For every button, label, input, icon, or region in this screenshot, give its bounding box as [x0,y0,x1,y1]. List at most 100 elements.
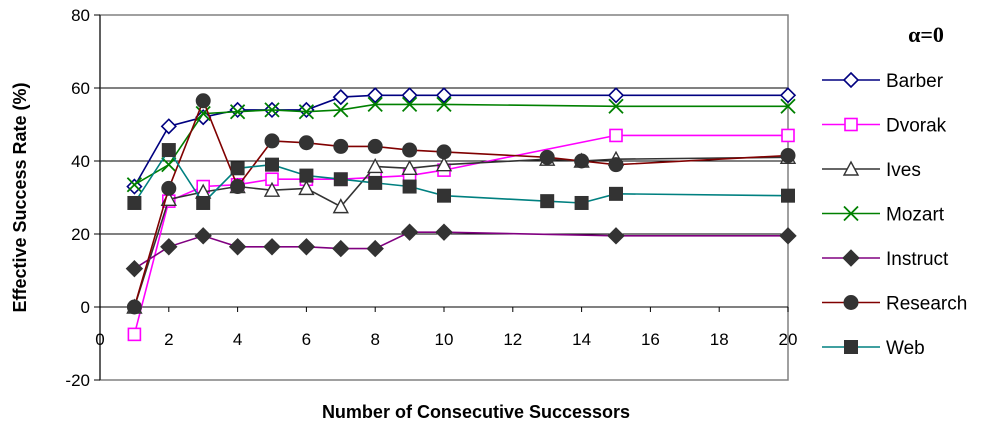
legend-item-web: Web [822,338,925,359]
data-point-barber [435,87,453,104]
series-web [127,143,795,210]
data-point-web [781,188,795,203]
data-point-mozart [264,102,280,118]
y-tick-label: -20 [65,371,90,390]
data-point-barber [607,87,625,104]
data-point-research [264,133,280,149]
data-point-instruct [607,227,625,245]
x-tick-label: 16 [641,330,660,349]
x-tick-label: 0 [95,330,104,349]
data-point-mozart [229,104,246,120]
y-tick-label: 40 [71,152,90,171]
series-lines [125,87,797,342]
legend-marker [843,295,859,310]
data-point-dvorak [127,327,142,342]
data-point-research [539,149,555,165]
data-point-mozart [608,98,624,114]
data-point-barber [332,88,349,106]
legend-item-research: Research [822,294,967,315]
data-point-dvorak [781,128,795,143]
legend-marker [842,71,860,89]
legend-item-barber: Barber [822,71,944,92]
data-point-mozart [333,102,349,118]
legend-item-mozart: Mozart [822,205,945,226]
legend-label: Research [886,294,967,315]
data-point-instruct [160,238,178,256]
data-point-dvorak [609,128,623,143]
y-tick-label: 20 [71,225,90,244]
data-point-web [609,186,623,201]
data-point-research [780,148,796,164]
x-tick-label: 4 [233,330,242,349]
data-point-instruct [400,223,419,241]
data-point-mozart [436,96,452,113]
data-point-research [230,179,246,195]
data-point-mozart [298,104,315,120]
x-tick-label: 8 [370,330,379,349]
legend-title: α=0 [908,22,944,47]
x-tick-label: 10 [435,330,454,349]
data-point-mozart [780,98,796,114]
x-tick-label: 6 [302,330,311,349]
data-point-barber [401,87,418,104]
data-point-instruct [194,227,212,245]
data-point-ives [367,157,384,174]
data-point-ives [298,179,315,196]
data-point-web [437,188,451,203]
y-tick-label: 60 [71,79,90,98]
data-point-research [574,153,590,169]
series-instruct [125,223,797,278]
data-point-ives [401,159,418,176]
data-point-web [299,168,314,183]
legend-label: Mozart [886,205,945,226]
series-ives [126,148,797,314]
legend-label: Dvorak [886,116,947,137]
y-tick-label: 80 [71,6,90,25]
legend: Barber Dvorak Ives Mozart Instruct Research We… [822,71,967,359]
data-point-web [402,179,417,194]
legend-item-ives: Ives [822,160,921,181]
data-point-barber [367,87,384,104]
data-point-instruct [366,239,384,258]
data-point-instruct [332,239,350,258]
y-axis-title: Effective Success Rate (%) [10,82,30,312]
data-point-web [368,175,383,190]
data-point-instruct [297,238,316,256]
axes [94,14,789,381]
data-point-ives [263,181,281,197]
data-point-barber [298,101,315,119]
data-point-instruct [435,223,453,241]
legend-marker [842,249,860,267]
legend-item-instruct: Instruct [822,249,949,270]
series-line-instruct [133,231,788,270]
data-point-barber [779,87,797,104]
x-tick-label: 18 [710,330,729,349]
data-point-web [161,143,176,158]
legend-marker [844,340,858,354]
data-point-ives [332,198,349,214]
data-point-ives [435,156,453,172]
data-point-research [298,135,314,151]
data-point-barber [160,118,177,135]
data-point-web [574,195,589,210]
legend-label: Instruct [886,249,949,270]
data-point-instruct [263,238,281,256]
data-point-mozart [195,105,211,122]
x-tick-label: 2 [164,330,173,349]
data-point-web [265,157,279,172]
legend-label: Web [886,338,925,359]
legend-label: Ives [886,160,921,181]
data-point-research [195,93,211,109]
data-point-mozart [161,157,177,173]
data-point-research [126,299,142,315]
tick-labels: -20 0 20 40 60 80 0 2 4 6 8 10 12 14 16 18 20 [65,6,797,390]
legend-marker [842,160,860,176]
data-point-web [540,194,555,209]
series-mozart [126,96,796,193]
data-point-instruct [125,259,144,278]
series-line-research [133,98,789,308]
data-point-barber [229,101,246,119]
data-point-mozart [401,96,418,113]
data-point-mozart [367,96,383,113]
